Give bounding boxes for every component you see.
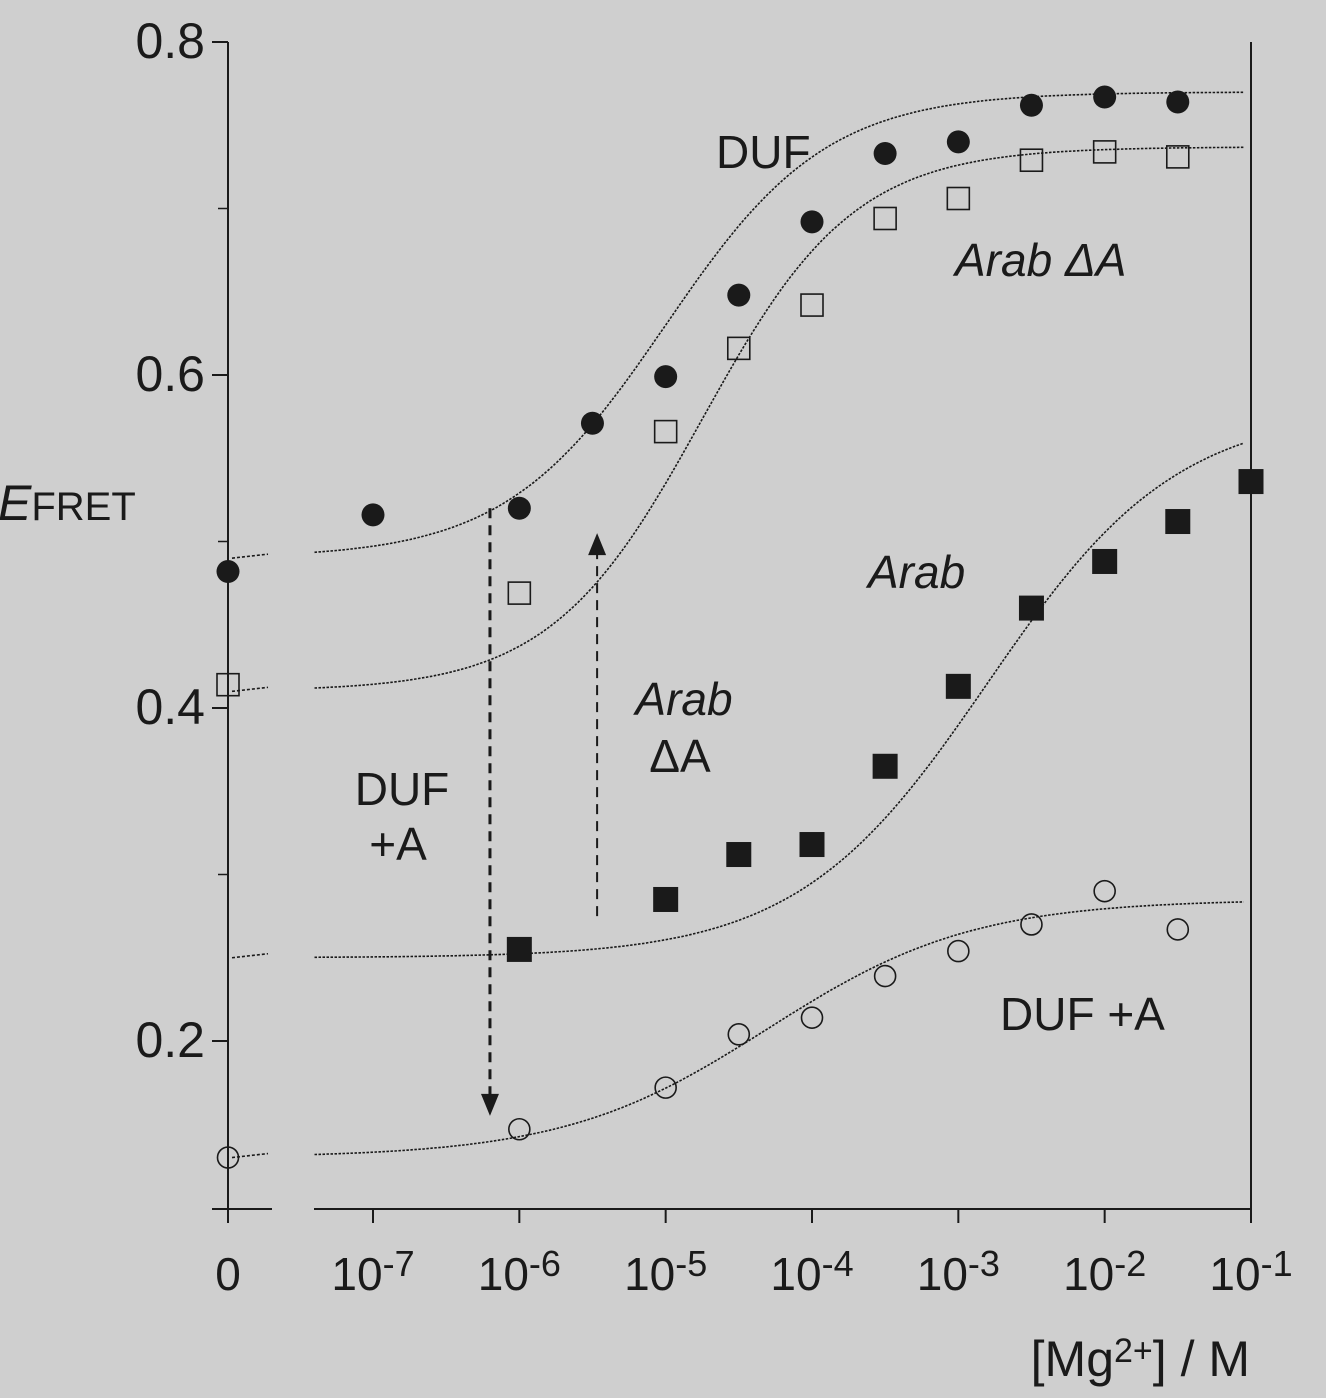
point-arab (1092, 548, 1118, 574)
x-tick-label: 10-6 (478, 1243, 561, 1300)
arrow-label-arab: Arab (632, 673, 732, 725)
fit-stub (231, 553, 269, 559)
point-duf (580, 411, 604, 435)
point-duf-plus-a (800, 1006, 824, 1029)
point-arab-delta-a (800, 293, 824, 317)
arrows (480, 508, 607, 1116)
x-tick-label: 10-5 (624, 1243, 707, 1300)
point-duf-plus-a (727, 1023, 751, 1046)
point-arab (1165, 509, 1191, 535)
point-arab (1238, 469, 1264, 495)
labels: [Mg2+] / M EFRET DUF Arab ΔA Arab DUF +A… (0, 126, 1250, 1387)
series-label-duf: DUF (716, 126, 811, 178)
point-arab-delta-a (216, 672, 240, 697)
x-tick-label: 10-7 (331, 1243, 414, 1300)
fit-curve (314, 442, 1244, 959)
point-duf (946, 130, 970, 154)
arrow-head (480, 1093, 499, 1116)
point-arab-delta-a (946, 186, 971, 211)
point-duf (507, 496, 531, 520)
point-duf (873, 142, 897, 166)
y-tick-label: 0.4 (135, 679, 205, 735)
data-points (216, 85, 1264, 1169)
point-arab-delta-a (873, 206, 897, 231)
x-tick-label: 10-3 (917, 1243, 1000, 1300)
point-arab (653, 886, 679, 912)
point-arab (1018, 595, 1044, 621)
point-duf (216, 559, 240, 583)
point-arab-delta-a (507, 581, 532, 605)
point-arab-delta-a (653, 419, 678, 444)
fit-curve (314, 146, 1244, 689)
arrow-label-delta-a: ΔA (649, 730, 711, 782)
y-tick-label: 0.6 (135, 346, 205, 402)
point-duf-plus-a (873, 964, 897, 988)
point-duf-plus-a (654, 1076, 677, 1099)
fit-curve (314, 91, 1244, 554)
point-duf-plus-a (1020, 913, 1043, 936)
point-duf (1093, 85, 1117, 109)
point-arab-delta-a (1165, 145, 1190, 169)
point-duf-plus-a (1093, 879, 1116, 903)
point-arab-delta-a (1019, 148, 1044, 173)
point-duf (1019, 93, 1043, 117)
y-tick-label: 0.8 (135, 13, 205, 69)
point-arab (945, 673, 971, 699)
point-duf-plus-a (508, 1117, 531, 1141)
point-duf (361, 503, 385, 527)
x-axis-label: [Mg2+] / M (1031, 1331, 1250, 1387)
arrow-label-duf: DUF (355, 763, 450, 815)
fit-curve (314, 901, 1244, 1156)
point-duf (1166, 90, 1190, 114)
point-arab-delta-a (1092, 140, 1117, 164)
point-duf-plus-a (216, 1146, 240, 1169)
point-duf-plus-a (1166, 918, 1190, 941)
point-arab (726, 842, 752, 868)
arrow-label-plus-a: +A (369, 818, 427, 870)
point-duf (654, 365, 678, 389)
point-arab (799, 832, 825, 858)
x-tick-label: 10-2 (1063, 1243, 1146, 1300)
x-tick-label: 10-4 (770, 1243, 853, 1300)
fit-stub (231, 952, 269, 959)
series-label-arab: Arab (865, 546, 965, 598)
arrow-head (588, 533, 607, 556)
y-tick-label: 0.2 (135, 1012, 205, 1068)
x-tick-label: 0 (215, 1248, 241, 1300)
point-duf (727, 283, 751, 307)
fit-stub (231, 686, 269, 693)
x-tick-label: 10-1 (1209, 1243, 1292, 1300)
point-arab (506, 936, 532, 962)
y-axis-label: EFRET (0, 475, 136, 531)
point-duf-plus-a (947, 939, 970, 963)
series-label-arab-delta-a: Arab ΔA (952, 234, 1127, 286)
series-label-duf-plus-a: DUF +A (1000, 988, 1165, 1040)
point-duf (800, 210, 824, 234)
point-arab (872, 753, 898, 779)
point-arab-delta-a (726, 336, 751, 361)
axes: 0.2 0.4 0.6 0.8 0 10-7 10-6 10-5 10-4 10-3 10-2 10-… (135, 13, 1292, 1300)
